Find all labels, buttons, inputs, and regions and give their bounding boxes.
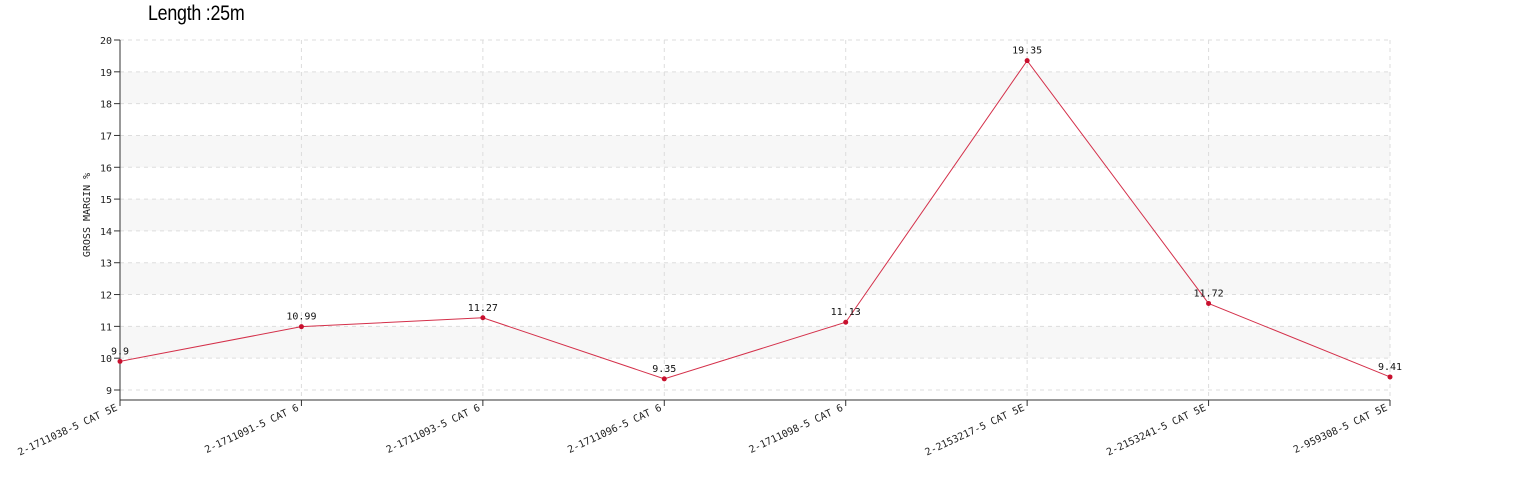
y-axis-title: GROSS MARGIN % [82, 173, 93, 257]
data-points [117, 58, 1393, 382]
y-tick-label: 12 [100, 291, 112, 302]
grid-band [120, 326, 1390, 359]
series-line-path [119, 59, 1391, 380]
y-tick-label: 14 [100, 227, 112, 238]
series-line [119, 59, 1391, 380]
data-labels: 9.9 10.99 11.27 9.35 11.13 19.35 11.72 9.41 [111, 46, 1402, 375]
x-tick-label: 2-2153217-5 CAT 5E [924, 403, 1027, 459]
grid-band [120, 199, 1390, 231]
y-tick-label: 11 [100, 322, 112, 333]
data-point [1387, 374, 1393, 380]
y-axis-ticks: 9 10 11 12 13 14 15 16 17 18 19 20 [100, 36, 120, 397]
y-tick-label: 18 [100, 100, 112, 111]
y-tick-label: 20 [100, 36, 112, 47]
x-tick-label: 2-1711096-5 CAT 6 [566, 403, 663, 456]
y-tick-label: 9 [106, 386, 112, 397]
data-point [661, 376, 667, 382]
grid-band [120, 71, 1390, 104]
x-tick-label: 2-2153241-5 CAT 5E [1105, 403, 1208, 459]
y-tick-label: 13 [100, 259, 112, 270]
y-tick-label: 19 [100, 68, 112, 79]
data-label: 11.27 [468, 303, 498, 314]
x-tick-label: 2-1711091-5 CAT 6 [203, 403, 300, 456]
data-label: 11.72 [1194, 288, 1224, 299]
data-label: 9.9 [111, 346, 129, 357]
x-tick-label: 2-1711093-5 CAT 6 [385, 403, 482, 456]
data-label: 9.41 [1378, 362, 1402, 373]
y-tick-label: 15 [100, 195, 112, 206]
y-tick-label: 10 [100, 354, 112, 365]
grid-band [120, 262, 1390, 295]
data-label: 9.35 [652, 364, 676, 375]
y-tick-label: 16 [100, 163, 112, 174]
chart-title: Length :25m [148, 2, 245, 25]
data-label: 19.35 [1012, 46, 1042, 57]
background-bands [120, 71, 1390, 359]
data-label: 10.99 [286, 312, 316, 323]
y-tick-label: 17 [100, 131, 112, 142]
data-point [1024, 58, 1030, 64]
x-tick-label: 2-1711038-5 CAT 5E [16, 403, 119, 459]
data-point [843, 319, 849, 325]
x-axis-ticks: 2-1711038-5 CAT 5E 2-1711091-5 CAT 6 2-171… [16, 400, 1391, 459]
data-point [1206, 300, 1212, 306]
grid-band [120, 135, 1390, 168]
data-label: 11.13 [831, 307, 861, 318]
x-tick-label: 2-1711098-5 CAT 6 [748, 403, 845, 456]
x-tick-label: 2-959308-5 CAT 5E [1292, 403, 1389, 456]
data-point [117, 358, 123, 364]
data-point [480, 315, 486, 321]
data-point [298, 324, 304, 330]
axes [119, 40, 1390, 401]
